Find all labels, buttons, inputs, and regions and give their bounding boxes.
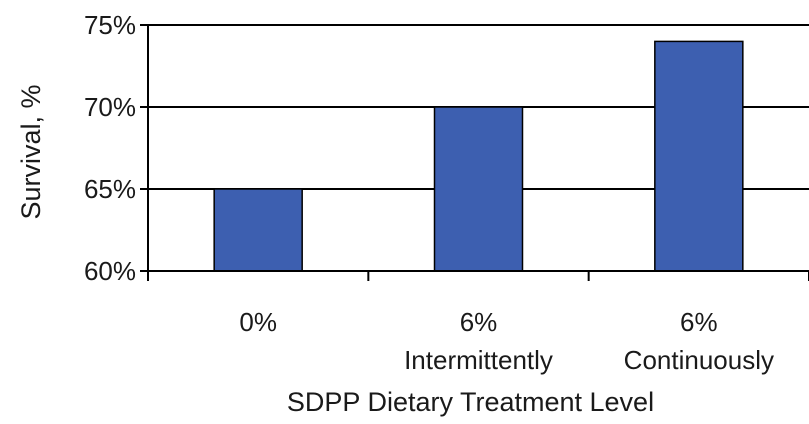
bar-1 [433,106,524,272]
x-category-label-0: 0% [239,307,277,337]
y-tick-label-0: 60% [84,256,136,286]
bar-2 [654,40,744,272]
x-category-label-2: 6% [680,307,718,337]
bar-0 [213,188,303,272]
x-category-label-1: 6% [460,307,498,337]
y-tick-label-3: 75% [84,10,136,40]
x-category-sublabel-1: Intermittently [404,345,553,375]
axes [140,24,809,281]
x-category-sublabel-2: Continuously [624,345,774,375]
category-labels: 0% 6% Intermittently 6% Continuously [239,307,774,375]
y-axis-title: Survival, % [16,84,46,219]
y-tick-label-2: 70% [84,92,136,122]
y-tick-label-1: 65% [84,174,136,204]
bars [213,40,744,272]
x-axis-title: SDPP Dietary Treatment Level [287,387,654,417]
tick-labels: 60% 65% 70% 75% [84,10,136,286]
